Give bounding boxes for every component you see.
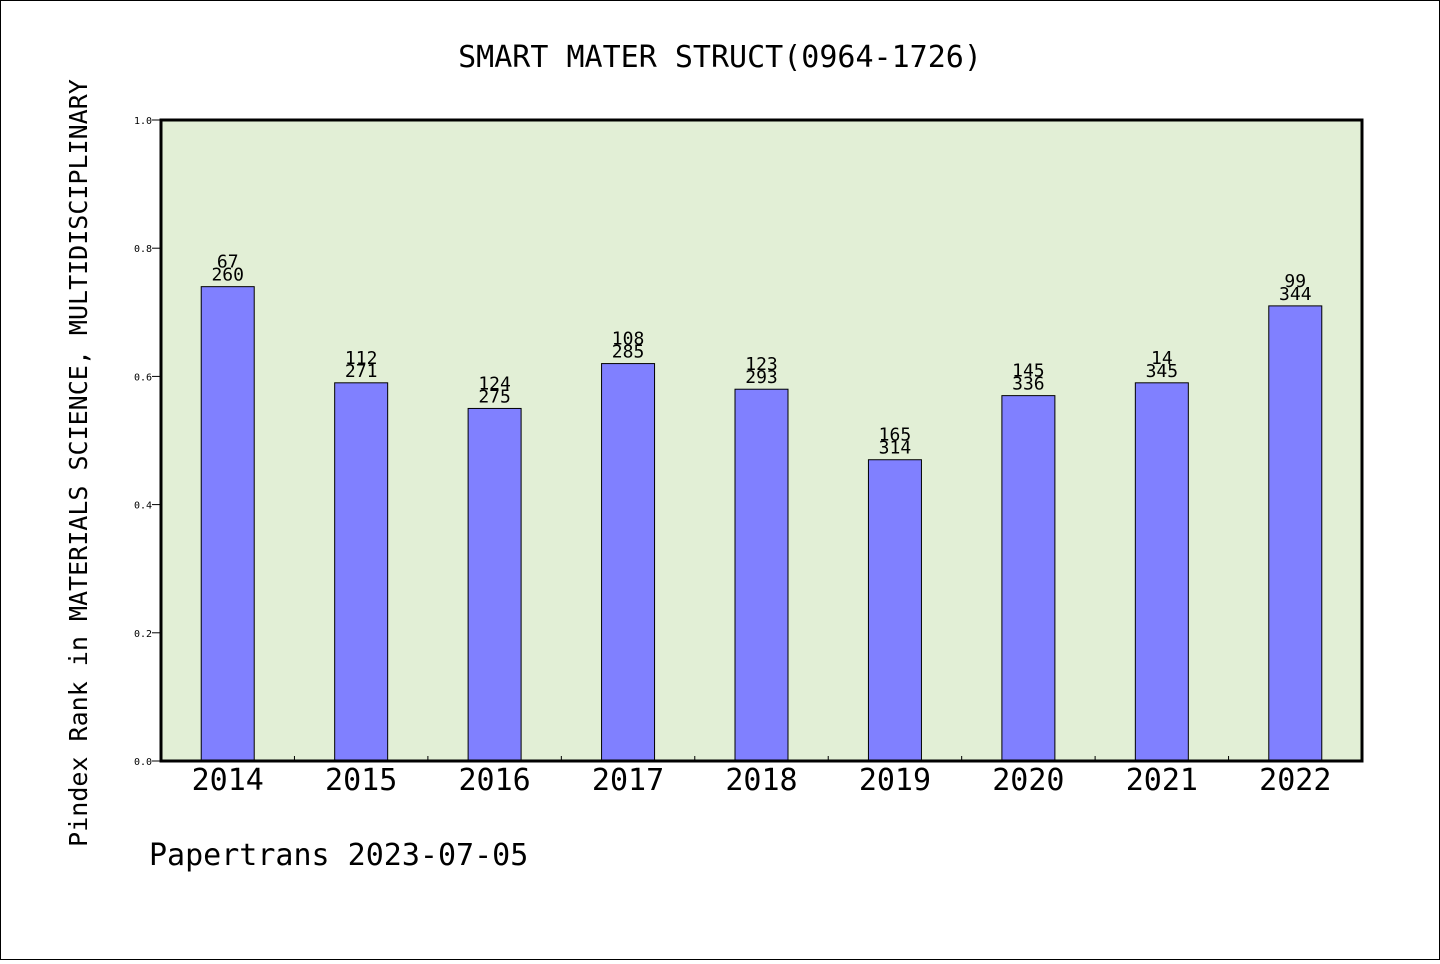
bar-rank-label: 165 bbox=[879, 425, 912, 446]
plot-border bbox=[159, 118, 1364, 763]
x-tick-label: 2017 bbox=[592, 763, 664, 798]
y-tick-label: 0.8 bbox=[134, 244, 152, 255]
bar-total-label: 344 bbox=[1279, 284, 1312, 305]
bar-total-label: 345 bbox=[1146, 361, 1179, 382]
bar-2014 bbox=[200, 286, 255, 762]
bar-2020 bbox=[1001, 395, 1056, 762]
y-tick-label: 0.6 bbox=[134, 372, 152, 383]
x-tick-label: 2018 bbox=[725, 763, 797, 798]
x-tick-label: 2015 bbox=[325, 763, 397, 798]
y-tick-label: 1.0 bbox=[134, 116, 152, 127]
bar-2022 bbox=[1268, 305, 1323, 762]
x-tick-label: 2020 bbox=[992, 763, 1064, 798]
bar-2018 bbox=[734, 388, 789, 762]
bar-total-label: 260 bbox=[211, 265, 244, 286]
bar-2015 bbox=[334, 382, 389, 762]
y-axis-label: Pindex Rank in MATERIALS SCIENCE, MULTID… bbox=[64, 79, 93, 847]
y-tick-label: 0.0 bbox=[134, 757, 152, 768]
y-tick-label: 0.2 bbox=[134, 629, 152, 640]
footer-credit: Papertrans 2023-07-05 bbox=[149, 838, 528, 873]
x-tick-label: 2022 bbox=[1259, 763, 1331, 798]
bar-rank-label: 108 bbox=[612, 329, 645, 350]
bar-total-label: 271 bbox=[345, 361, 378, 382]
bar-rank-label: 124 bbox=[478, 373, 511, 394]
bar-rank-label: 145 bbox=[1012, 361, 1045, 382]
bar-2016 bbox=[467, 407, 522, 762]
bar-2021 bbox=[1134, 382, 1189, 762]
bar-rank-label: 67 bbox=[217, 252, 239, 273]
bar-2019 bbox=[867, 459, 922, 762]
x-tick-label: 2014 bbox=[192, 763, 264, 798]
x-tick-label: 2019 bbox=[859, 763, 931, 798]
bar-total-label: 285 bbox=[612, 342, 645, 363]
bar-rank-label: 99 bbox=[1284, 271, 1306, 292]
bar-rank-label: 14 bbox=[1151, 348, 1173, 369]
chart-title: SMART MATER STRUCT(0964-1726) bbox=[458, 40, 982, 75]
bar-total-label: 293 bbox=[745, 367, 778, 388]
bar-total-label: 275 bbox=[478, 386, 511, 407]
x-tick-label: 2016 bbox=[458, 763, 530, 798]
bar-rank-label: 112 bbox=[345, 348, 378, 369]
bar-total-label: 314 bbox=[879, 438, 912, 459]
bar-2017 bbox=[601, 363, 656, 762]
x-tick-label: 2021 bbox=[1126, 763, 1198, 798]
bar-rank-label: 123 bbox=[745, 354, 778, 375]
y-tick-label: 0.4 bbox=[134, 501, 152, 512]
bar-total-label: 336 bbox=[1012, 374, 1045, 395]
